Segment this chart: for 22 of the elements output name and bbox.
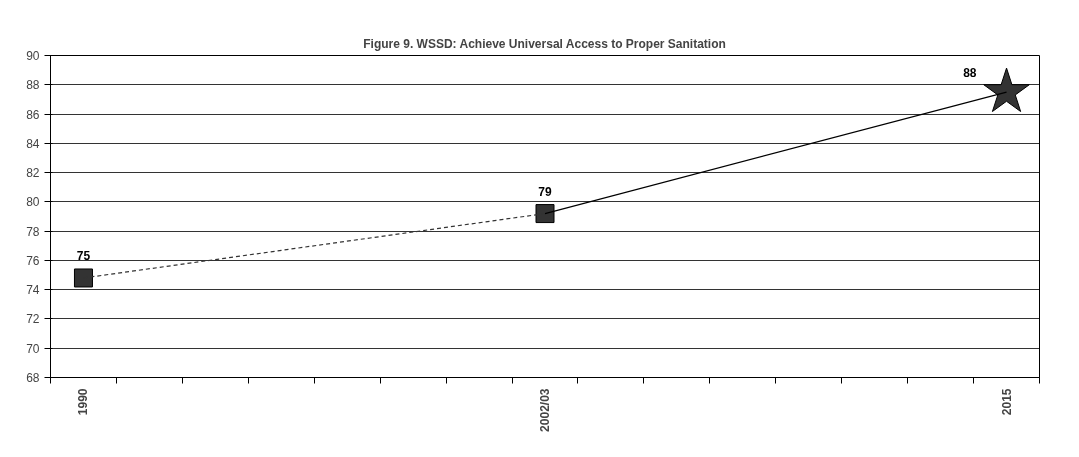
data-label: 79 — [538, 184, 552, 199]
y-tick-label: 78 — [26, 224, 40, 239]
point — [535, 204, 555, 224]
y-tick-label: 86 — [26, 107, 40, 122]
point — [73, 268, 93, 288]
y-tick-label: 72 — [26, 312, 40, 327]
y-tick-label: 88 — [26, 78, 40, 93]
x-tick-label: 1990 — [76, 388, 91, 416]
y-tick-label: 80 — [26, 195, 40, 210]
y-tick-label: 68 — [26, 371, 40, 385]
y-tick-label: 90 — [26, 49, 40, 63]
y-tick-label: 84 — [26, 136, 40, 151]
data-label: 75 — [76, 248, 91, 263]
y-tick-label: 82 — [26, 166, 40, 181]
data-label: 88 — [963, 65, 977, 80]
chart-title: Figure 9. WSSD: Achieve Universal Access to Proper Sanitation — [363, 36, 726, 51]
y-tick-label: 70 — [26, 341, 40, 356]
point — [983, 67, 1030, 113]
y-tick-label: 74 — [26, 283, 40, 298]
x-tick-label: 2015 — [999, 388, 1014, 416]
y-tick-label: 76 — [26, 253, 40, 268]
x-tick-label: 2002/03 — [538, 388, 552, 432]
